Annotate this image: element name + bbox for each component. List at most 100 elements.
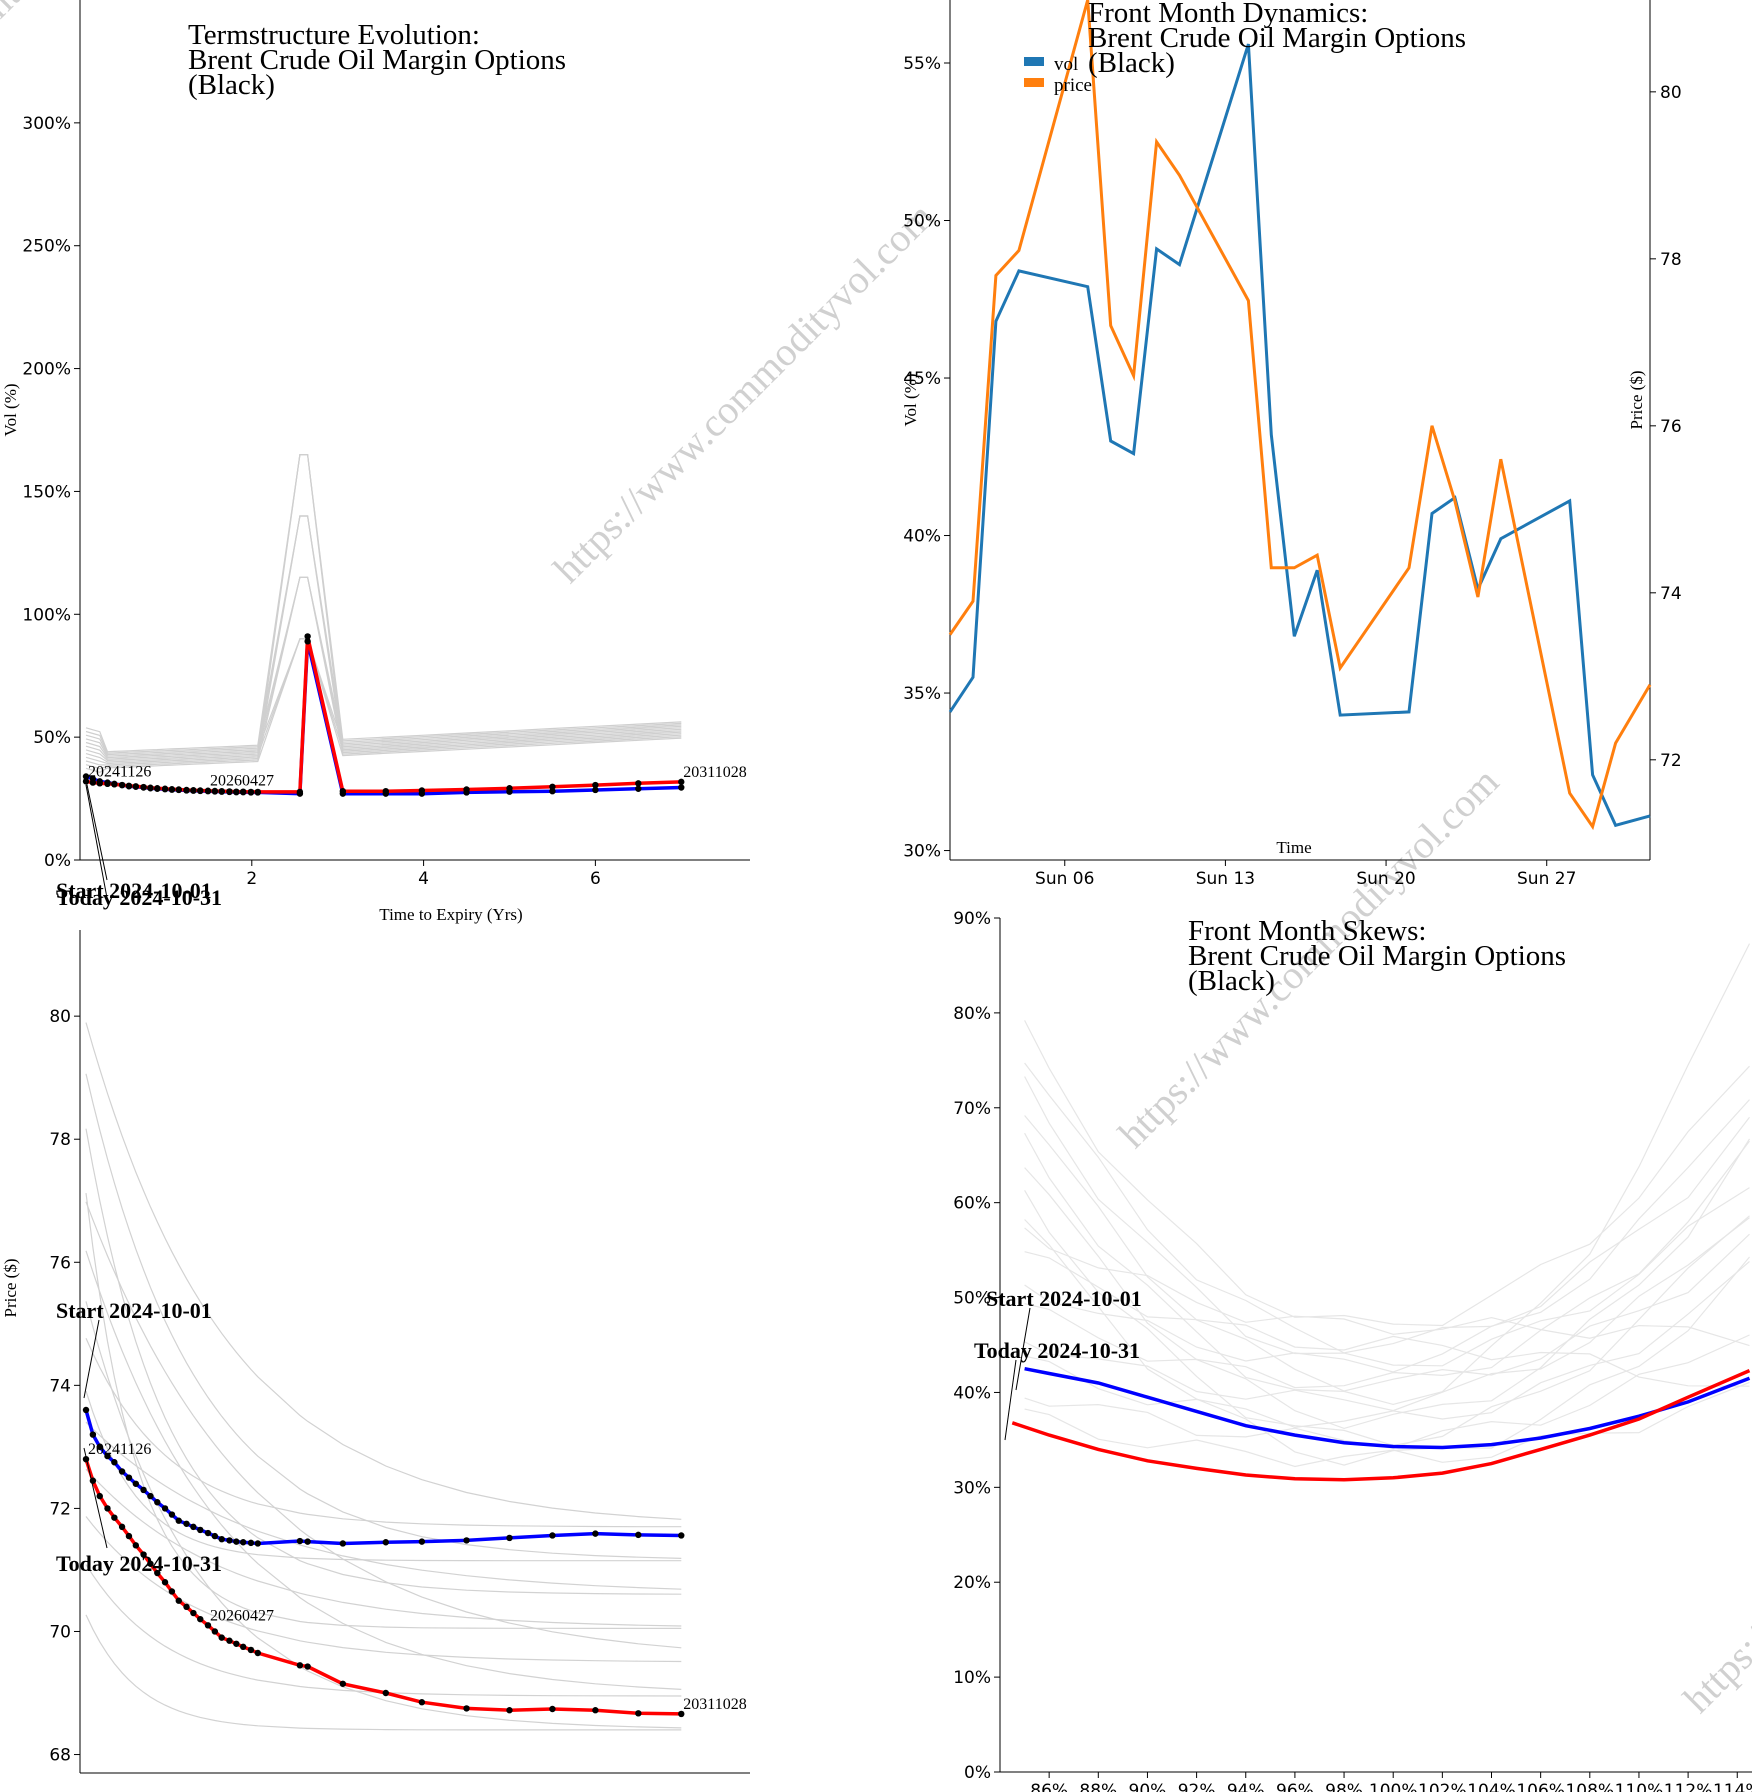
expiry-label: 20260427: [210, 773, 274, 790]
historical-curve: [1024, 1138, 1751, 1430]
today-point: [247, 1646, 255, 1654]
x-tick-label: 86%: [1030, 1781, 1068, 1792]
historical-curve: [1024, 1020, 1750, 1327]
x-tick-label: 100%: [1369, 1781, 1418, 1792]
start-point: [254, 1540, 262, 1547]
start-point: [147, 1492, 154, 1500]
y-tick-label: 200%: [22, 360, 71, 380]
start-point: [635, 1531, 642, 1539]
today-point: [104, 1505, 111, 1512]
today-point: [226, 1637, 233, 1644]
today-annotation: Today 2024-10-31: [56, 1551, 222, 1576]
historical-curve: [85, 1564, 682, 1697]
start-point: [118, 1468, 126, 1475]
historical-curve: [85, 1614, 682, 1731]
start-annotation: Start 2024-10-01: [56, 878, 212, 903]
x-tick-label: 110%: [1615, 1781, 1664, 1792]
legend-swatch-price: [1024, 78, 1044, 87]
y2-tick-label: 74: [1660, 584, 1682, 604]
start-point: [678, 1532, 685, 1539]
x-tick-label: 90%: [1129, 1781, 1167, 1792]
historical-curve: [85, 1301, 682, 1729]
historical-curve: [1024, 1227, 1750, 1347]
start-point: [190, 1523, 197, 1531]
y-tick-label: 70%: [953, 1099, 991, 1119]
today-point: [240, 1643, 247, 1651]
price-termstructure-panel: 68 70 72 74 76 78 80 20241126 20260427 20311028 St…: [1, 930, 750, 1774]
today-point: [125, 782, 133, 789]
today-point: [204, 787, 212, 794]
start-point: [82, 773, 90, 780]
y-tick-label: 300%: [22, 114, 71, 134]
chart-title-line: (Black): [188, 69, 275, 101]
today-point: [161, 1579, 169, 1586]
x-tick-label: Sun 06: [1035, 869, 1094, 889]
x-axis-title: Time: [1276, 838, 1311, 857]
x-tick-label: 98%: [1325, 1781, 1363, 1792]
today-point: [175, 786, 182, 793]
chart-title-line: Brent Crude Oil Margin Options: [1088, 22, 1466, 54]
legend-swatch-vol: [1024, 57, 1044, 66]
chart-title-line: Brent Crude Oil Margin Options: [1188, 940, 1566, 972]
front-month-dynamics-panel: 30% 35% 40% 45% 50% 55% Sun 06 Sun 13 Sun 20 Sun …: [901, 0, 1682, 889]
start-point: [296, 1537, 304, 1545]
today-point: [111, 781, 118, 788]
start-curve: [85, 640, 682, 796]
start-point: [140, 1486, 147, 1494]
x-tick-label: 114%: [1713, 1781, 1752, 1792]
today-point: [132, 783, 140, 790]
historical-curve: [1024, 1099, 1750, 1373]
today-point: [104, 780, 111, 788]
today-point: [96, 780, 103, 787]
y-tick-label: 50%: [953, 1289, 991, 1309]
today-point: [339, 788, 347, 795]
today-point: [247, 788, 255, 796]
start-point: [132, 1480, 140, 1487]
x-tick-label: 108%: [1565, 1781, 1614, 1792]
start-point: [233, 1538, 240, 1545]
y-tick-label: 45%: [903, 369, 941, 389]
historical-curve: [85, 638, 682, 757]
chart-title-line: Front Month Dynamics:: [1088, 0, 1368, 29]
y-tick-label: 50%: [903, 212, 941, 232]
chart-title-line: Front Month Skews:: [1188, 915, 1426, 947]
start-point: [382, 1539, 389, 1546]
historical-curve: [85, 1468, 682, 1627]
start-point: [89, 1431, 97, 1438]
historical-curve: [1024, 1076, 1750, 1367]
today-annotation: Today 2024-10-31: [974, 1338, 1140, 1363]
historical-curve: [1024, 1251, 1750, 1387]
x-tick-label: 88%: [1079, 1781, 1117, 1792]
historical-curve: [85, 1128, 682, 1595]
start-point: [168, 1511, 176, 1518]
today-point: [204, 1622, 212, 1629]
today-point: [339, 1680, 347, 1687]
start-point: [240, 1539, 247, 1546]
historical-curve: [85, 576, 682, 770]
today-point: [154, 1569, 161, 1577]
today-point: [175, 1597, 182, 1604]
x-tick-label: 106%: [1516, 1781, 1565, 1792]
today-point: [382, 1689, 389, 1697]
start-point: [96, 1443, 103, 1451]
today-point: [304, 1663, 311, 1670]
start-point: [211, 1532, 219, 1540]
historical-curve: [1024, 1189, 1750, 1447]
historical-curve: [85, 1337, 682, 1528]
today-point: [678, 1710, 685, 1718]
today-point: [592, 1707, 599, 1714]
historical-curve: [85, 454, 682, 765]
today-point: [183, 1603, 190, 1611]
today-point: [140, 783, 147, 791]
historical-curve: [85, 576, 682, 756]
historical-curve: [1024, 943, 1751, 1406]
x-tick-label: 94%: [1227, 1781, 1265, 1792]
today-point: [506, 785, 513, 792]
today-point: [89, 779, 97, 786]
x-tick-label: 102%: [1418, 1781, 1467, 1792]
today-point: [82, 1455, 90, 1463]
y-tick-label: 0%: [964, 1763, 991, 1783]
today-point: [254, 1649, 262, 1657]
start-point: [154, 1499, 161, 1506]
today-point: [233, 1640, 240, 1647]
